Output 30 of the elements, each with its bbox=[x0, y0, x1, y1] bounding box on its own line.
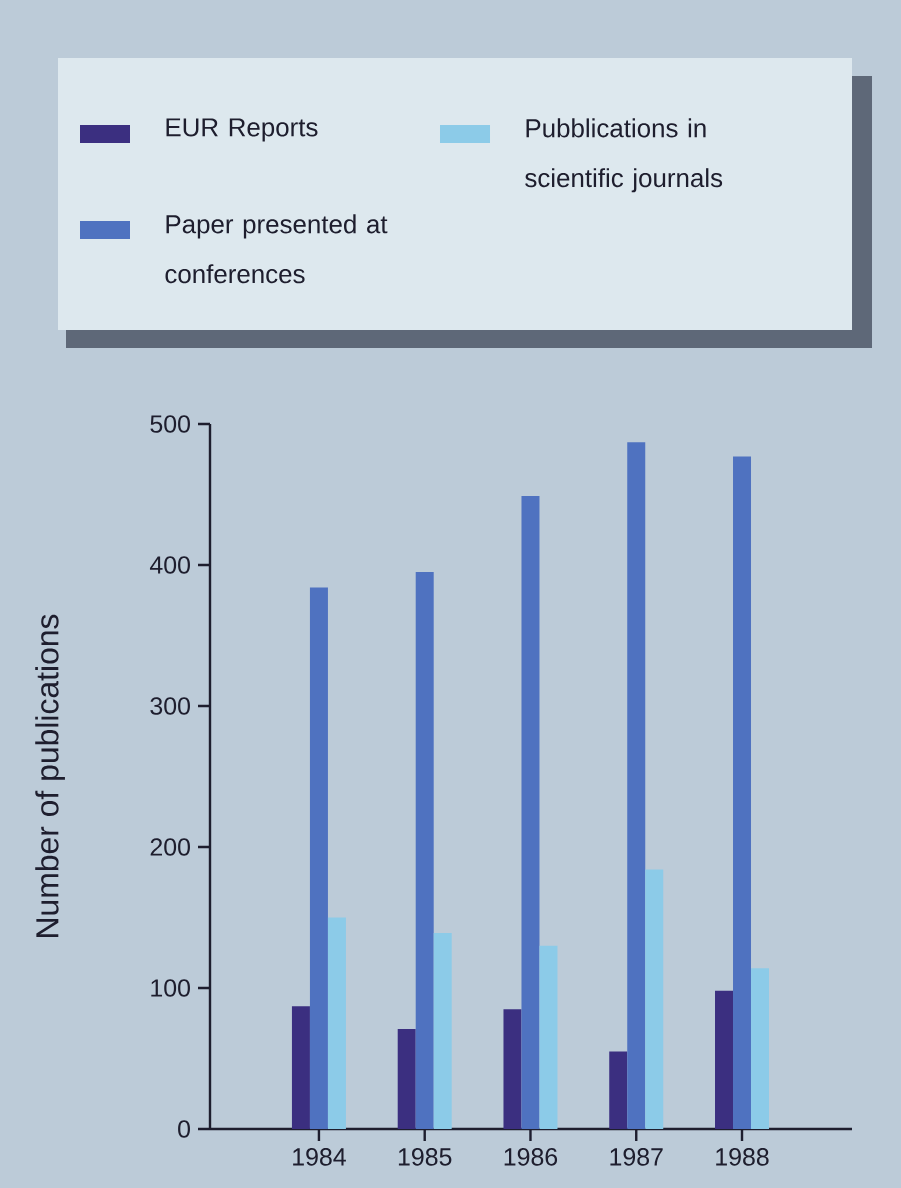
y-axis-title: Number of publications bbox=[35, 614, 65, 937]
bar bbox=[433, 933, 452, 1129]
y-tick-label: 400 bbox=[149, 556, 190, 574]
bar bbox=[327, 917, 346, 1129]
x-tick-label: 1987 bbox=[610, 1148, 663, 1166]
y-tick-label: 100 bbox=[151, 979, 190, 997]
bar bbox=[733, 456, 752, 1129]
legend-label: Pubblications in scientific journals bbox=[525, 118, 723, 193]
bar bbox=[521, 495, 540, 1129]
x-tick-label: 1988 bbox=[716, 1148, 769, 1166]
bar bbox=[627, 442, 646, 1129]
y-tick-label: 200 bbox=[150, 838, 190, 856]
x-tick-label: 1984 bbox=[293, 1148, 346, 1166]
legend-label: Paper presented at conferences bbox=[165, 214, 388, 284]
bar bbox=[309, 587, 328, 1129]
y-tick-label: 0 bbox=[178, 1120, 190, 1138]
x-tick-label: 1986 bbox=[504, 1148, 558, 1166]
x-tick-label: 1985 bbox=[398, 1148, 452, 1166]
y-tick-label: 500 bbox=[150, 415, 190, 433]
bar bbox=[609, 1051, 628, 1129]
legend-label: EUR Reports bbox=[166, 118, 318, 142]
bar bbox=[539, 945, 558, 1129]
bar bbox=[397, 1028, 416, 1129]
bar bbox=[751, 968, 770, 1129]
bar bbox=[415, 572, 434, 1129]
bar bbox=[503, 1009, 522, 1129]
y-tick-label: 300 bbox=[150, 697, 190, 715]
bar bbox=[645, 869, 664, 1129]
bar bbox=[715, 990, 734, 1129]
bar bbox=[291, 1006, 310, 1129]
